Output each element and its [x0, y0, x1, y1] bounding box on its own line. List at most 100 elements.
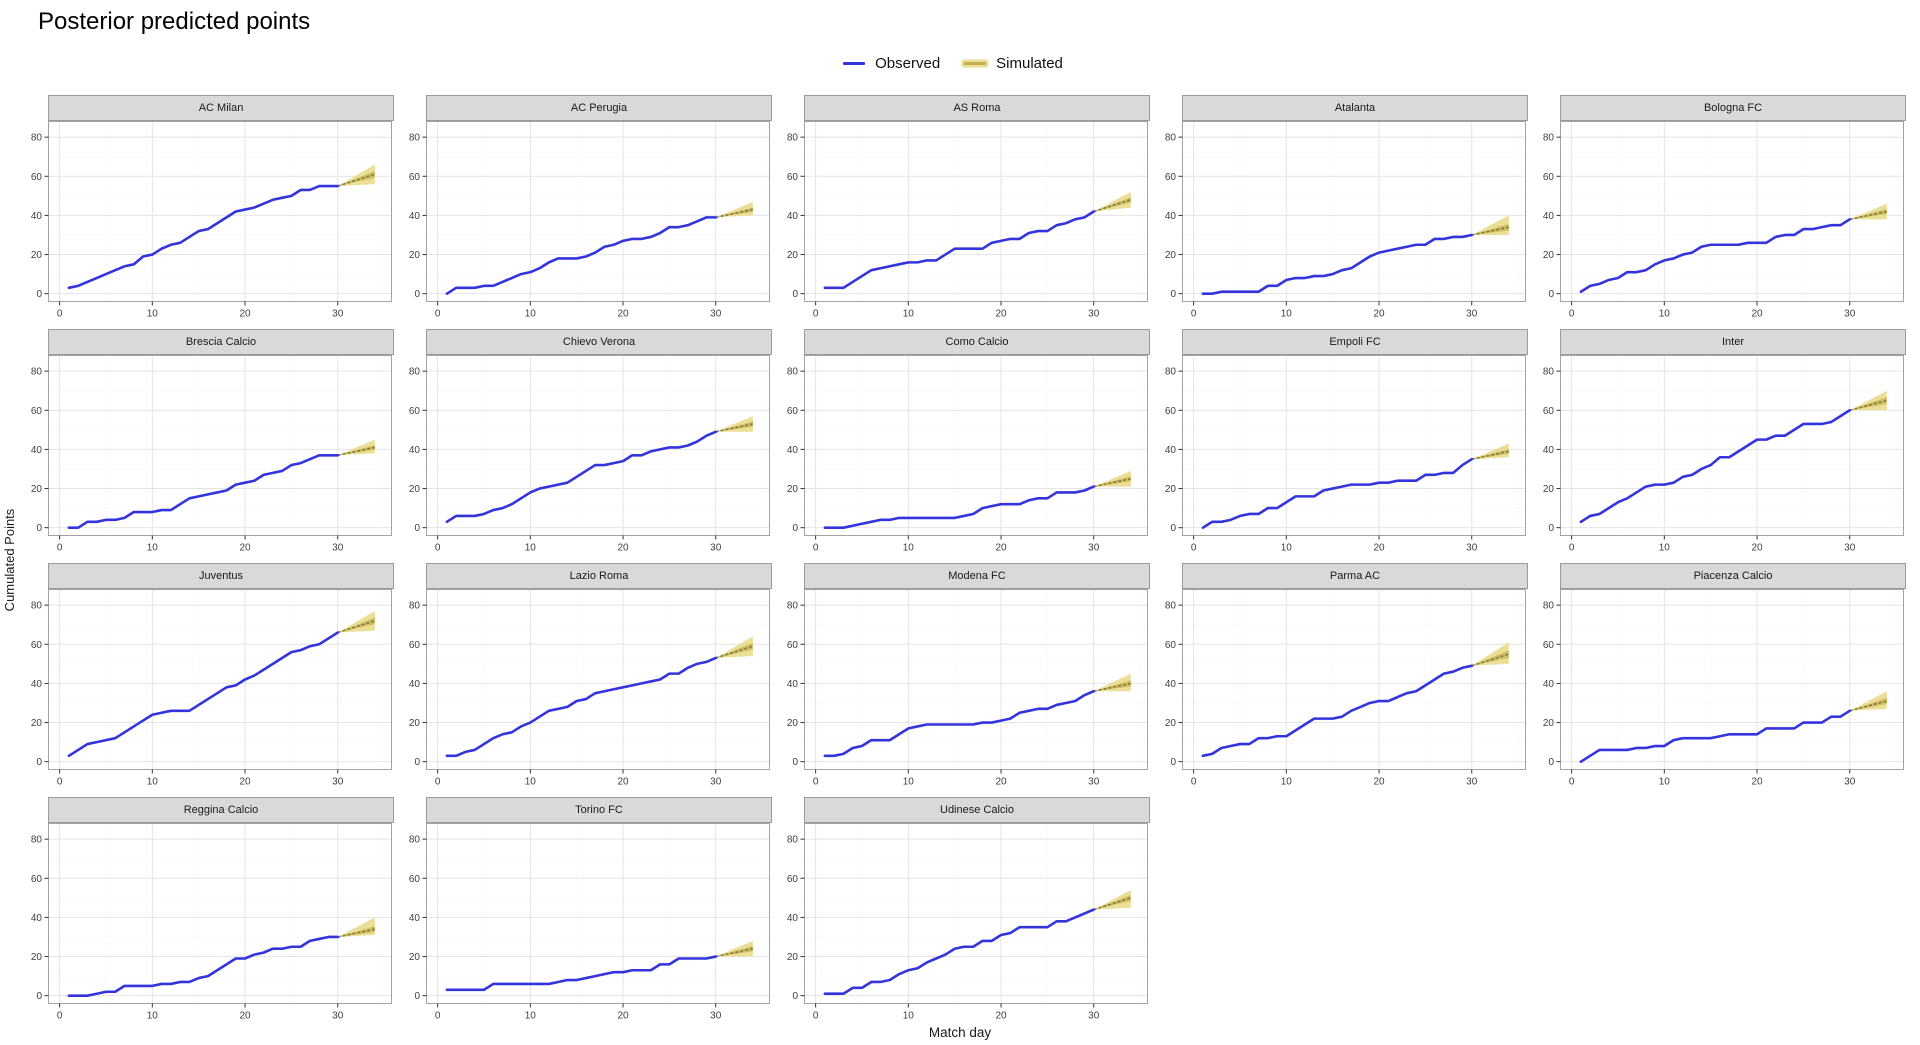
y-tick-label: 60: [31, 172, 43, 183]
simulated-median-line: [1849, 399, 1888, 412]
simulated-outer-band: [1849, 691, 1887, 711]
x-tick-label: 30: [1088, 1011, 1100, 1022]
x-tick-label: 0: [435, 1011, 441, 1022]
facet-strip-label: Torino FC: [426, 797, 772, 823]
plot-area: Cumulated Points AC Milan 0 10 20 30 0 20 40 60 8…: [0, 95, 1920, 1025]
x-tick-label: 0: [57, 777, 63, 788]
y-tick-label: 60: [409, 172, 421, 183]
facet-strip-label: AC Perugia: [426, 95, 772, 121]
y-tick-label: 40: [31, 445, 43, 456]
observed-legend-label: Observed: [875, 54, 941, 72]
y-tick-label: 0: [1548, 523, 1554, 534]
y-tick-label: 20: [409, 718, 421, 729]
y-tick-label: 60: [31, 874, 43, 885]
simulated-median-line: [1093, 198, 1132, 213]
facet-strip-label: Modena FC: [804, 563, 1150, 589]
facet-plot: 0 10 20 30 0 20 40 60 80: [1543, 589, 1904, 788]
x-tick-label: 10: [903, 309, 915, 320]
facet-plot: 0 10 20 30 0 20 40 60 80: [409, 355, 770, 554]
y-tick-label: 40: [31, 211, 43, 222]
legend: Observed Simulated: [0, 52, 1920, 74]
x-tick-label: 0: [1569, 543, 1575, 554]
y-tick-label: 0: [792, 757, 798, 768]
y-tick-label: 40: [409, 679, 421, 690]
y-tick-label: 0: [36, 757, 42, 768]
x-tick-label: 30: [332, 1011, 344, 1022]
x-tick-label: 30: [1844, 543, 1856, 554]
y-tick-label: 60: [409, 640, 421, 651]
observed-line: [67, 184, 340, 290]
x-tick-label: 0: [1569, 777, 1575, 788]
x-tick-label: 20: [1751, 777, 1763, 788]
simulated-outer-band: [337, 611, 375, 633]
y-tick-label: 80: [787, 133, 799, 144]
y-tick-label: 40: [409, 913, 421, 924]
simulated-inner-band: [337, 617, 375, 633]
x-tick-label: 20: [1373, 543, 1385, 554]
facet-panel: Bologna FC 0 10 20 30 0 20 40 60 80: [1530, 95, 1906, 323]
simulated-median-line: [1093, 477, 1131, 488]
y-tick-label: 20: [31, 718, 43, 729]
y-tick-label: 0: [414, 289, 420, 300]
observed-legend-key: [843, 61, 866, 65]
facet-plot: 0 10 20 30 0 20 40 60 80: [31, 355, 392, 554]
y-tick-label: 80: [409, 367, 421, 378]
x-tick-label: 10: [147, 543, 159, 554]
y-tick-label: 20: [787, 718, 799, 729]
observed-line: [445, 430, 718, 524]
x-tick-label: 10: [1659, 777, 1671, 788]
x-tick-label: 0: [813, 543, 819, 554]
y-tick-label: 60: [787, 874, 799, 885]
facet-strip-label: Piacenza Calcio: [1560, 563, 1906, 589]
y-tick-label: 0: [1170, 757, 1176, 768]
facet-strip-label: Juventus: [48, 563, 394, 589]
simulated-median-line: [1849, 700, 1888, 712]
y-tick-label: 40: [1165, 211, 1177, 222]
y-tick-label: 80: [1543, 601, 1555, 612]
facet-strip-label: Parma AC: [1182, 563, 1528, 589]
observed-line: [67, 453, 340, 529]
observed-line: [445, 955, 718, 992]
x-tick-label: 20: [1751, 309, 1763, 320]
facet-strip-label: Brescia Calcio: [48, 329, 394, 355]
x-tick-label: 30: [710, 777, 722, 788]
simulated-inner-band: [715, 946, 753, 957]
y-tick-label: 60: [31, 640, 43, 651]
facet-panel: Empoli FC 0 10 20 30 0 20 40 60 80: [1152, 329, 1528, 557]
facet-panel: Lazio Roma 0 10 20 30 0 20 40 60 80: [396, 563, 772, 791]
observed-line: [445, 216, 718, 295]
simulated-outer-band: [337, 164, 375, 187]
y-tick-label: 40: [787, 211, 799, 222]
facet-plot: 0 10 20 30 0 20 40 60 80: [1165, 355, 1526, 554]
y-tick-label: 60: [1165, 406, 1177, 417]
x-tick-label: 30: [1844, 777, 1856, 788]
x-tick-label: 10: [1281, 543, 1293, 554]
y-tick-label: 80: [1165, 601, 1177, 612]
y-tick-label: 40: [1543, 211, 1555, 222]
y-tick-label: 20: [31, 484, 43, 495]
facet-strip-label: Chievo Verona: [426, 329, 772, 355]
simulated-inner-band: [715, 421, 753, 432]
y-tick-label: 20: [1543, 250, 1555, 261]
observed-line: [445, 656, 718, 758]
x-tick-label: 20: [239, 309, 251, 320]
y-tick-label: 40: [787, 445, 799, 456]
x-tick-label: 30: [1466, 543, 1478, 554]
x-tick-label: 0: [57, 309, 63, 320]
simulated-inner-band: [1471, 650, 1509, 666]
y-tick-label: 20: [31, 250, 43, 261]
y-tick-label: 20: [1165, 250, 1177, 261]
simulated-outer-band: [1093, 890, 1131, 910]
x-tick-label: 20: [239, 1011, 251, 1022]
y-tick-label: 40: [1165, 679, 1177, 690]
y-tick-label: 0: [414, 757, 420, 768]
facet-panel: Reggina Calcio 0 10 20 30 0 20 40 60 80: [18, 797, 394, 1025]
y-tick-label: 60: [787, 172, 799, 183]
x-tick-label: 0: [813, 777, 819, 788]
x-tick-label: 20: [995, 543, 1007, 554]
y-axis-title: Cumulated Points: [2, 508, 17, 612]
x-tick-label: 30: [1844, 309, 1856, 320]
observed-line: [1201, 457, 1474, 529]
facet-panel: AS Roma 0 10 20 30 0 20 40 60 80: [774, 95, 1150, 323]
facet-plot: 0 10 20 30 0 20 40 60 80: [1543, 355, 1904, 554]
